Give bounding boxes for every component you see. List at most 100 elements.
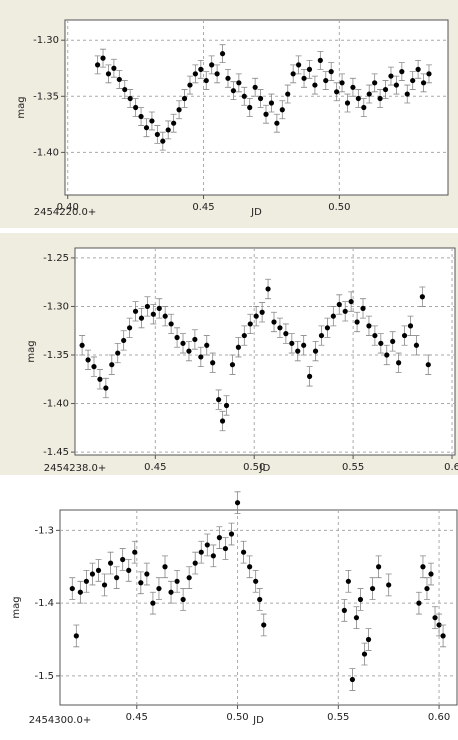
point — [143, 125, 150, 131]
point — [198, 66, 204, 72]
point — [94, 62, 101, 68]
point — [407, 323, 414, 329]
point — [240, 549, 247, 555]
point — [111, 65, 117, 71]
point — [180, 596, 186, 603]
point — [410, 77, 416, 84]
point — [230, 88, 237, 94]
point — [428, 571, 434, 577]
point — [301, 75, 307, 81]
plot-area — [59, 509, 458, 706]
plot-area — [74, 247, 456, 456]
x-tick-label: 0.50 — [328, 202, 350, 213]
point — [271, 319, 277, 325]
point — [97, 376, 103, 382]
point — [127, 95, 133, 102]
x-tick-label: 0.50 — [243, 462, 265, 473]
point — [366, 91, 372, 97]
point — [241, 332, 247, 339]
x-tick-label: 0.45 — [192, 202, 214, 213]
point — [396, 360, 402, 366]
point — [187, 82, 193, 88]
point — [252, 84, 258, 90]
point — [382, 86, 389, 93]
point — [415, 66, 421, 72]
y-tick-label: -1.30 — [33, 35, 59, 46]
point — [154, 131, 160, 138]
point — [138, 113, 144, 120]
point — [133, 104, 139, 111]
point — [235, 344, 241, 350]
point — [268, 100, 275, 106]
point — [404, 91, 410, 97]
point — [210, 360, 216, 366]
point — [365, 636, 372, 643]
point — [156, 305, 162, 311]
x-tick-label: 0.40 — [57, 202, 79, 213]
point — [168, 321, 174, 327]
point — [109, 362, 115, 368]
point — [91, 364, 97, 370]
x-tick-label: 0.55 — [342, 462, 364, 473]
point — [171, 120, 177, 126]
point — [210, 553, 216, 559]
point — [257, 95, 264, 102]
y-tick-label: -1.35 — [33, 91, 59, 102]
point — [219, 51, 226, 57]
point — [228, 531, 235, 537]
point — [100, 55, 106, 61]
point — [198, 354, 204, 360]
point — [424, 585, 430, 592]
point — [285, 91, 291, 97]
point — [247, 564, 253, 570]
x-offset-label: 2454300.0+ — [29, 715, 91, 726]
x-tick-label: 0.55 — [327, 712, 349, 723]
point — [79, 342, 85, 348]
plot-area — [64, 19, 449, 196]
point — [160, 138, 166, 144]
y-tick-label: -1.4 — [34, 598, 54, 609]
point — [377, 95, 383, 102]
point — [168, 589, 174, 595]
point — [259, 309, 265, 315]
point — [306, 66, 313, 72]
point — [353, 615, 360, 621]
point — [339, 80, 345, 86]
point — [186, 575, 192, 581]
point — [216, 535, 223, 541]
point — [372, 332, 378, 339]
point — [181, 95, 188, 102]
point — [162, 313, 168, 319]
y-tick-label: -1.3 — [34, 525, 54, 536]
point — [180, 340, 186, 346]
point — [344, 100, 351, 106]
point — [107, 560, 114, 566]
point — [279, 107, 285, 113]
point — [198, 549, 204, 555]
point — [401, 332, 408, 339]
point — [318, 332, 325, 339]
point — [150, 600, 156, 606]
point — [132, 308, 139, 314]
point — [426, 71, 432, 77]
point — [192, 336, 198, 343]
y-tick-label: -1.40 — [43, 399, 69, 410]
point — [162, 564, 168, 570]
point — [416, 600, 422, 606]
point — [253, 313, 259, 319]
point — [317, 57, 323, 63]
point — [369, 585, 376, 592]
y-axis-label: mag — [26, 340, 37, 362]
point — [77, 589, 83, 595]
point — [138, 580, 144, 586]
point — [229, 362, 236, 368]
point — [214, 71, 220, 77]
point — [247, 104, 253, 111]
point — [342, 308, 348, 314]
point — [122, 86, 128, 93]
point — [360, 305, 366, 311]
point — [192, 560, 198, 566]
point — [324, 325, 331, 331]
point — [399, 69, 405, 75]
y-tick-label: -1.25 — [43, 253, 69, 264]
